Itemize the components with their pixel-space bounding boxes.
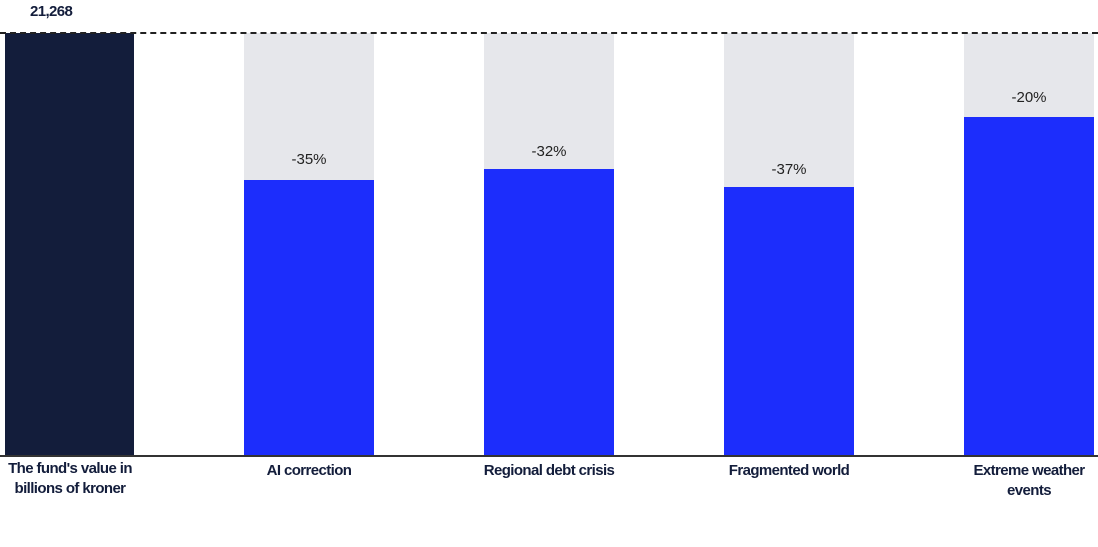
- pct-ai-correction: -35%: [291, 151, 327, 168]
- x-axis: [0, 455, 1098, 457]
- category-label-fragmented-world: Fragmented world: [728, 462, 850, 479]
- category-label-extreme-weather: Extreme weather events: [973, 462, 1085, 499]
- bar-fragmented-world-ghost: [724, 33, 854, 187]
- pct-regional-debt: -32%: [531, 143, 567, 160]
- bar-extreme-weather-ghost: [964, 33, 1094, 117]
- category-label-fund: The fund's value in billions of kroner: [8, 460, 132, 497]
- bar-fund-value: [5, 33, 134, 455]
- fund-value-label: 21,268: [30, 3, 73, 20]
- bar-ai-correction-ghost: [244, 33, 374, 180]
- bar-fragmented-world: [724, 187, 854, 455]
- bar-ai-correction: [244, 180, 374, 455]
- pct-fragmented-world: -37%: [771, 161, 807, 178]
- bar-regional-debt-ghost: [484, 33, 614, 169]
- reference-dashed-line: [0, 32, 1098, 34]
- category-label-regional-debt: Regional debt crisis: [483, 462, 615, 479]
- bar-extreme-weather: [964, 117, 1094, 455]
- pct-extreme-weather: -20%: [1011, 89, 1047, 106]
- category-label-ai-correction: AI correction: [266, 462, 352, 479]
- bar-regional-debt: [484, 169, 614, 455]
